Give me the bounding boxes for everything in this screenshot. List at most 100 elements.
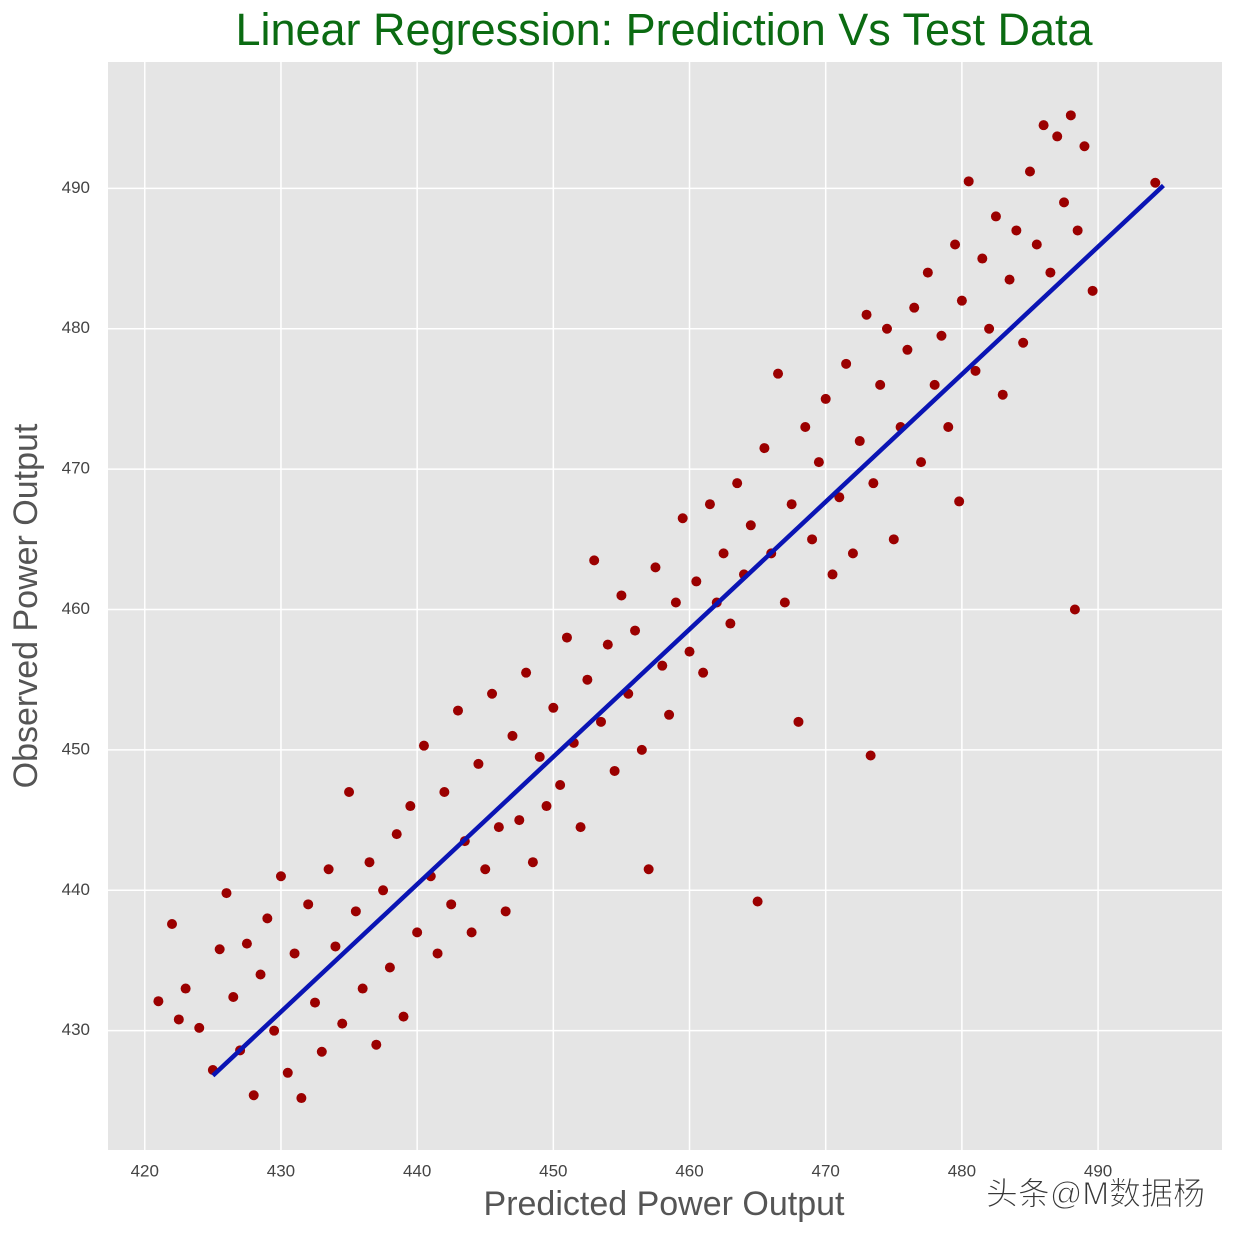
point [984, 323, 995, 334]
point [452, 705, 463, 716]
point [310, 997, 321, 1008]
point [1059, 197, 1070, 208]
y-tick-label: 450 [62, 739, 90, 758]
point [827, 569, 838, 580]
point [854, 436, 865, 447]
point [1024, 166, 1035, 177]
point [616, 590, 627, 601]
point [555, 779, 566, 790]
point [609, 765, 620, 776]
x-tick-label: 460 [675, 1161, 703, 1180]
point [977, 253, 988, 264]
point [248, 1090, 259, 1101]
y-tick-label: 490 [62, 178, 90, 197]
point [595, 716, 606, 727]
point [800, 422, 811, 433]
x-tick-label: 420 [131, 1161, 159, 1180]
point [602, 639, 613, 650]
point [650, 562, 661, 573]
y-tick-label: 470 [62, 459, 90, 478]
point [1087, 285, 1098, 296]
point [473, 758, 484, 769]
point [241, 938, 252, 949]
point [1011, 225, 1022, 236]
point [405, 801, 416, 812]
point [820, 393, 831, 404]
point [954, 496, 965, 507]
x-tick-label: 490 [1084, 1161, 1112, 1180]
y-tick-label: 460 [62, 599, 90, 618]
point [970, 365, 981, 376]
watermark: 头条@M数据杨 [986, 1175, 1205, 1211]
point [303, 899, 314, 910]
point [990, 211, 1001, 222]
point [180, 983, 191, 994]
point [732, 478, 743, 489]
point [950, 239, 961, 250]
point [466, 927, 477, 938]
point [548, 702, 559, 713]
point [391, 829, 402, 840]
point [936, 330, 947, 341]
point [541, 801, 552, 812]
point [956, 295, 967, 306]
x-axis-label: Predicted Power Output [484, 1185, 846, 1223]
point [1065, 110, 1076, 121]
point [357, 983, 368, 994]
point [173, 1014, 184, 1025]
point [1150, 177, 1161, 188]
point [868, 478, 879, 489]
point [1004, 274, 1015, 285]
point [214, 944, 225, 955]
point [865, 750, 876, 761]
x-tick-label: 430 [267, 1161, 295, 1180]
point [643, 864, 654, 875]
point [514, 815, 525, 826]
point [636, 744, 647, 755]
point [153, 996, 164, 1007]
point [813, 457, 824, 468]
point [255, 969, 266, 980]
point [684, 646, 695, 657]
point [500, 906, 511, 917]
point [582, 674, 593, 685]
point [881, 323, 892, 334]
point [480, 864, 491, 875]
point [507, 730, 518, 741]
point [1072, 225, 1083, 236]
point [902, 344, 913, 355]
point [418, 740, 429, 751]
point [698, 667, 709, 678]
point [922, 267, 933, 278]
point [316, 1046, 327, 1057]
y-tick-label: 480 [62, 318, 90, 337]
point [521, 667, 532, 678]
point [330, 941, 341, 952]
point [929, 379, 940, 390]
point [1038, 120, 1049, 131]
point [561, 632, 572, 643]
point [378, 885, 389, 896]
point [793, 716, 804, 727]
point [432, 948, 443, 959]
point [752, 896, 763, 907]
point [282, 1067, 293, 1078]
point [943, 422, 954, 433]
point [1079, 141, 1090, 152]
x-tick-label: 440 [403, 1161, 431, 1180]
point [670, 597, 681, 608]
point [677, 513, 688, 524]
point [847, 548, 858, 559]
point [439, 787, 450, 798]
point [262, 913, 273, 924]
y-axis-label: Observed Power Output [7, 423, 45, 788]
point [1069, 604, 1080, 615]
point [916, 457, 927, 468]
x-tick-label: 480 [948, 1161, 976, 1180]
point [888, 534, 899, 545]
point [963, 176, 974, 187]
point [344, 787, 355, 798]
point [704, 499, 715, 510]
point [337, 1018, 348, 1029]
point [664, 709, 675, 720]
